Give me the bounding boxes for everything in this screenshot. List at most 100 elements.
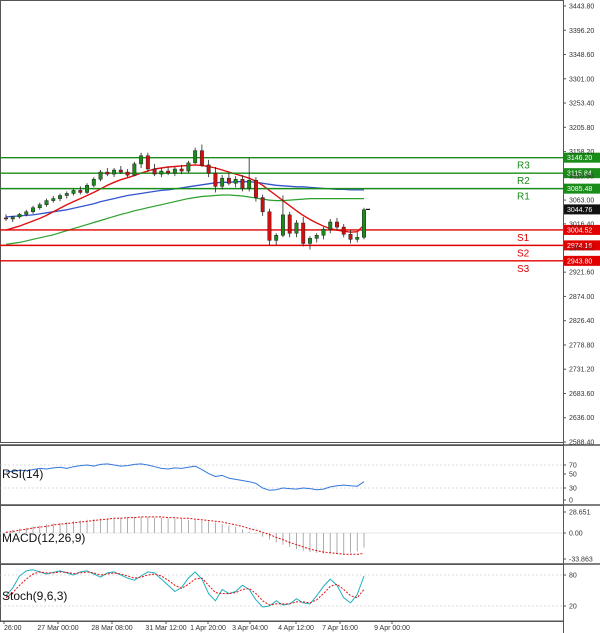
- ma-fast-line: [5, 164, 365, 233]
- level-price-label-s2: 2974.16: [567, 243, 592, 250]
- candle-body: [355, 237, 360, 240]
- time-tick-label: 7 Apr 16:00: [322, 625, 358, 632]
- time-tick-label: 28 Mar 08:00: [91, 625, 132, 632]
- candle-body: [186, 162, 191, 172]
- indicator-tick-label: 0: [569, 498, 573, 505]
- time-tick-label: 3 Apr 04:00: [232, 625, 268, 632]
- candle-body: [118, 169, 123, 173]
- time-axis: 26:00 27 Mar 00:00 28 Mar 08:00 31 Mar 12:0…: [0, 620, 563, 632]
- candle-body: [172, 168, 177, 174]
- level-price-tag-r3: [564, 152, 600, 163]
- level-price-label-s3: 2943.80: [567, 258, 592, 265]
- candle-body: [213, 172, 218, 187]
- time-tick-label: 1 Apr 20:00: [190, 625, 226, 632]
- candle-body: [308, 238, 312, 244]
- candle-body: [280, 214, 285, 236]
- candle-body: [4, 217, 8, 220]
- candle-body: [199, 150, 204, 166]
- level-price-tag-s3: [564, 255, 600, 266]
- price-axis: 3443.80 3396.20 3348.60 3301.00 3253.40 3205.…: [563, 4, 594, 447]
- candle-body: [226, 177, 231, 184]
- level-price-tag-r1: [564, 183, 600, 194]
- indicator-tick-label: 70: [569, 463, 577, 470]
- candle-body: [132, 163, 137, 176]
- candle-body: [179, 168, 184, 172]
- price-tick-label: 3016.40: [569, 221, 594, 228]
- price-tick-label: 2921.60: [569, 270, 594, 277]
- macd-signal-line: [5, 516, 365, 555]
- level-price-tag-r2: [564, 168, 600, 179]
- candle-body: [17, 214, 22, 218]
- price-tick-label: 3348.60: [569, 52, 594, 59]
- level-price-label-s1: 3004.52: [567, 227, 592, 234]
- candle-body: [362, 209, 366, 238]
- level-price-tag-s1: [564, 224, 600, 235]
- candle-body: [51, 198, 56, 201]
- candle-body: [98, 171, 103, 180]
- candlesticks: [4, 144, 370, 250]
- candle-body: [260, 197, 265, 213]
- level-name-s1: S1: [517, 233, 530, 244]
- price-tick-label: 2968.80: [569, 246, 594, 253]
- indicator-name: Stoch(9,6,3): [2, 589, 67, 603]
- candle-body: [139, 155, 144, 165]
- candle-body: [206, 164, 211, 174]
- candle-body: [240, 178, 245, 189]
- candle-body: [314, 235, 319, 239]
- time-tick-label: 27 Mar 00:00: [37, 625, 78, 632]
- candle-body: [145, 155, 150, 170]
- candle-body: [37, 204, 42, 208]
- level-name-r2: R2: [517, 176, 530, 187]
- price-tick-label: 2636.00: [569, 415, 594, 422]
- indicator-panel: 80 20 Stoch(9,6,3): [0, 563, 600, 622]
- candle-body: [294, 222, 299, 234]
- candle-body: [335, 221, 339, 228]
- price-tick-label: 3253.40: [569, 101, 594, 108]
- indicator-tick-label: 0.00: [569, 531, 583, 538]
- candle-body: [193, 150, 198, 164]
- candle-body: [31, 207, 35, 213]
- price-tick-label: 3443.80: [569, 4, 594, 11]
- candle-body: [85, 185, 90, 193]
- indicator-tick-label: 80: [569, 573, 577, 580]
- stoch-k-line: [5, 569, 365, 608]
- price-tick-label: 3158.20: [569, 149, 594, 156]
- candle-body: [348, 233, 353, 240]
- indicator-tick-label: 30: [569, 486, 577, 493]
- candle-body: [105, 171, 110, 175]
- candle-body: [321, 228, 326, 236]
- rsi-line: [5, 463, 365, 491]
- level-price-label-r1: 3085.48: [567, 186, 592, 193]
- time-tick-label: 26:00: [4, 625, 22, 632]
- support-resistance-levels: R3 3146.20 R2 3115.84 R1 3085.48 S1 3004.52 S2 29…: [0, 152, 600, 275]
- indicator-name: RSI(14): [2, 467, 43, 481]
- level-price-tag-s2: [564, 240, 600, 251]
- level-price-label-r2: 3115.84: [567, 171, 592, 178]
- candle-body: [328, 221, 333, 230]
- ma-slow-line: [5, 194, 364, 245]
- candle-body: [159, 170, 164, 175]
- price-tick-label: 2683.60: [569, 391, 594, 398]
- current-price-tag: [564, 204, 600, 215]
- indicator-tick-label: 20: [569, 604, 577, 611]
- candle-body: [91, 178, 96, 186]
- candle-body: [166, 170, 171, 174]
- level-name-s2: S2: [517, 248, 530, 259]
- price-tick-label: 2588.40: [569, 440, 594, 447]
- candle-body: [287, 214, 292, 234]
- candle-body: [112, 169, 117, 175]
- indicator-tick-label: 50: [569, 472, 577, 479]
- indicator-panels: 70 50 30 0 RSI(14) 28.651 0.00 -33.863 MACD(12,2…: [0, 444, 600, 622]
- candle-body: [274, 235, 279, 241]
- price-tick-label: 2731.20: [569, 367, 594, 374]
- candle-body: [10, 216, 15, 220]
- stoch-d-line: [5, 571, 365, 606]
- candle-body: [233, 178, 238, 184]
- indicator-tick-label: -33.863: [569, 557, 593, 564]
- current-price-label: 3044.76: [567, 207, 592, 214]
- candle-body: [267, 211, 272, 241]
- price-tick-label: 2826.40: [569, 318, 594, 325]
- time-tick-label: 31 Mar 12:00: [145, 625, 186, 632]
